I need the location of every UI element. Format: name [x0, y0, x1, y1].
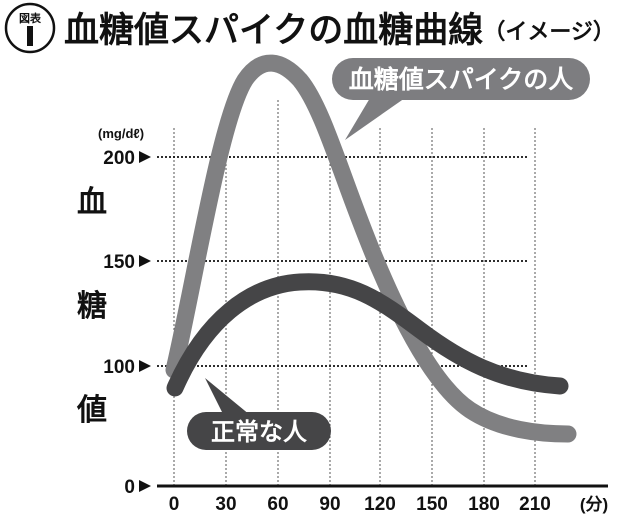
chart-title-main: 血糖値スパイクの血糖曲線 — [64, 11, 483, 51]
spike-callout-label: 血糖値スパイクの人 — [349, 65, 574, 94]
x-tick-30: 30 — [215, 494, 236, 515]
chart-title-suffix: （イメージ） — [483, 20, 615, 45]
x-tick-90: 90 — [319, 494, 340, 515]
x-tick-150: 150 — [416, 494, 448, 515]
y-tick-0: 0 — [124, 477, 135, 498]
figure-badge-top: 図表 — [19, 11, 42, 25]
x-tick-210: 210 — [519, 494, 551, 515]
y-axis-unit: (mg/dℓ) — [98, 126, 144, 141]
y-tick-150: 150 — [103, 252, 135, 273]
normal-callout: 正常な人 — [187, 378, 331, 450]
x-ticks: 0 30 60 90 120 150 180 210 (分) — [169, 494, 608, 515]
chart-title: 血糖値スパイクの血糖曲線（イメージ） — [64, 11, 615, 51]
x-axis-unit: (分) — [580, 495, 608, 514]
y-label-char-1: 血 — [77, 185, 107, 220]
y-tick-100: 100 — [103, 357, 135, 378]
x-tick-60: 60 — [267, 494, 288, 515]
y-tick-200: 200 — [103, 148, 135, 169]
x-tick-180: 180 — [468, 494, 500, 515]
x-tick-0: 0 — [169, 494, 180, 515]
y-label-char-3: 値 — [76, 393, 107, 428]
y-label-char-2: 糖 — [77, 289, 107, 324]
spike-curve — [165, 54, 577, 443]
figure-badge-number: I — [0, 0, 1, 1]
x-tick-120: 120 — [364, 494, 396, 515]
spike-callout: 血糖値スパイクの人 — [332, 58, 590, 140]
y-axis-label: 血 糖 値 — [76, 185, 107, 428]
y-ticks: 200 150 100 0 — [103, 148, 151, 498]
figure-badge: 図表 I — [0, 0, 56, 54]
normal-callout-label: 正常な人 — [211, 418, 307, 446]
normal-curve — [166, 273, 569, 397]
